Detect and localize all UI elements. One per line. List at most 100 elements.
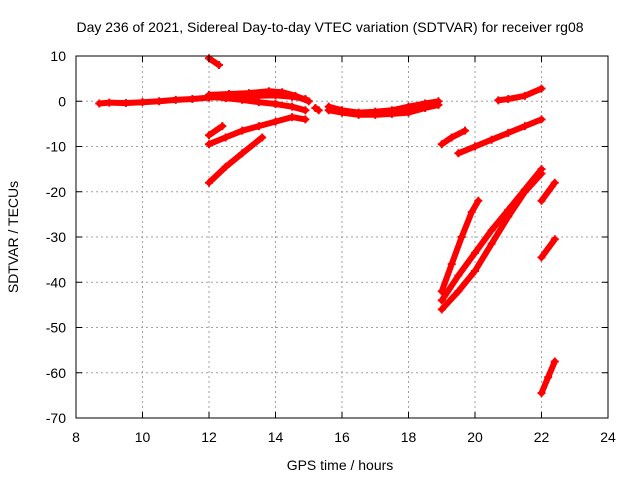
data-point [205,140,213,149]
chart-title: Day 236 of 2021, Sidereal Day-to-day VTE… [76,19,583,35]
y-tick-label: -40 [46,274,66,290]
data-point [487,226,496,235]
x-tick-label: 12 [201,429,217,445]
data-trace [538,179,558,204]
y-axis-label: SDTVAR / TECUs [5,181,21,293]
data-point [205,90,213,99]
x-tick-label: 10 [135,429,151,445]
data-point [487,239,496,248]
data-point [264,87,273,96]
data-point [471,266,479,275]
data-point [324,102,333,111]
data-point [447,133,456,142]
data-point [95,99,104,108]
data-point [238,126,247,135]
data-point [454,287,463,296]
data-point [304,97,313,106]
data-point [271,117,280,126]
data-point [467,208,476,217]
data-point [537,115,546,124]
data-point [550,235,559,244]
data-point [205,178,213,187]
x-tick-label: 14 [268,429,284,445]
y-tick-label: -60 [46,365,66,381]
data-point [474,196,483,205]
data-point [271,99,280,108]
data-point [105,98,114,107]
data-point [278,88,287,97]
y-tick-label: -70 [46,410,66,426]
x-tick-label: 18 [401,429,417,445]
data-point [238,149,247,158]
data-point [171,95,180,104]
data-point [291,91,300,100]
grid [76,56,608,418]
data-point [550,178,559,187]
y-tick-label: -20 [46,184,66,200]
data-point [221,162,230,171]
data-point [471,142,479,151]
data-trace [206,123,226,139]
x-tick-label: 16 [334,429,350,445]
data-point [404,102,413,111]
data-point [301,106,310,115]
data-point [244,89,253,98]
data-point [520,122,529,131]
data-point [387,106,396,115]
data-point [537,84,546,93]
data-point [354,108,363,117]
data-point [338,106,346,115]
data-point [461,126,470,135]
data-point [550,357,559,366]
x-tick-label: 22 [534,429,550,445]
data-point [537,169,546,178]
x-tick-label: 24 [600,429,616,445]
data-point [504,212,513,221]
data-point [437,305,446,314]
data-point [188,94,197,103]
data-point [205,131,213,140]
data-point [214,61,223,70]
y-tick-label: 10 [50,48,66,64]
data-point [254,122,263,131]
data-point [221,133,230,142]
data-point [447,260,456,269]
x-tick-label: 8 [72,429,80,445]
x-axis-label: GPS time / hours [287,457,394,473]
data-point [437,140,446,149]
data-point [314,106,323,115]
y-tick-label: -50 [46,320,66,336]
data-point [544,373,553,382]
data-point [224,90,233,99]
data-point [138,98,147,107]
data-point [454,271,463,280]
data-layer [95,54,559,398]
y-tick-label: -30 [46,229,66,245]
data-point [504,128,513,137]
data-point [434,97,443,106]
data-point [288,102,297,111]
data-point [471,248,479,257]
data-point [218,122,227,131]
data-point [504,94,513,103]
data-point [421,99,430,108]
x-tick-label: 20 [467,429,483,445]
data-point [238,95,247,104]
data-point [537,196,546,205]
data-point [155,97,164,106]
data-point [537,253,546,262]
data-trace [206,55,222,69]
data-point [537,389,546,398]
data-trace [495,85,545,104]
data-point [121,99,130,108]
data-point [487,135,496,144]
ticks: 8 10 12 14 16 18 20 22 24 10 0 -10 -20 -30 -40 -50 -60 -7… [46,48,616,445]
data-point [454,149,463,158]
data-trace [206,134,266,186]
data-point [371,107,380,116]
data-trace [538,236,558,261]
data-point [494,96,503,105]
data-point [520,187,529,196]
y-tick-label: 0 [58,93,66,109]
